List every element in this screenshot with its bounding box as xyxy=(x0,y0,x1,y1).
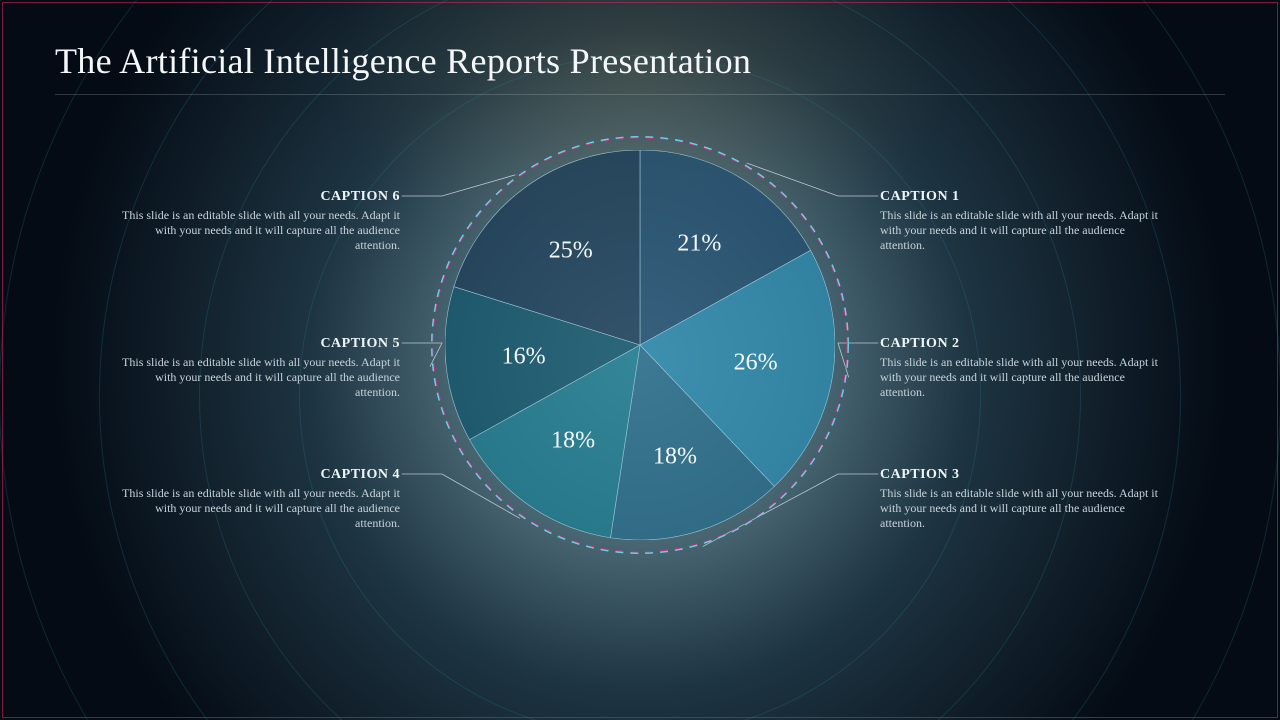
pie-slice-label: 18% xyxy=(653,443,697,470)
caption-title: CAPTION 5 xyxy=(110,335,400,353)
pie-slice-label: 25% xyxy=(549,237,593,264)
caption-body: This slide is an editable slide with all… xyxy=(880,208,1170,253)
caption-body: This slide is an editable slide with all… xyxy=(110,208,400,253)
title-underline xyxy=(55,94,1225,95)
caption-block: CAPTION 3 This slide is an editable slide… xyxy=(880,466,1170,531)
caption-title: CAPTION 6 xyxy=(110,188,400,206)
caption-title: CAPTION 4 xyxy=(110,466,400,484)
caption-body: This slide is an editable slide with all… xyxy=(880,486,1170,531)
caption-block: CAPTION 1 This slide is an editable slide… xyxy=(880,188,1170,253)
caption-body: This slide is an editable slide with all… xyxy=(880,355,1170,400)
caption-title: CAPTION 1 xyxy=(880,188,1170,206)
caption-block: CAPTION 6 This slide is an editable slide… xyxy=(110,188,400,253)
caption-title: CAPTION 2 xyxy=(880,335,1170,353)
caption-body: This slide is an editable slide with all… xyxy=(110,355,400,400)
pie-slice-label: 26% xyxy=(734,349,778,376)
slide-title: The Artificial Intelligence Reports Pres… xyxy=(55,40,1225,82)
pie-chart: 21% 26% 18% 18% 16% 25% xyxy=(445,150,835,540)
pie-slice-label: 21% xyxy=(677,231,721,258)
caption-body: This slide is an editable slide with all… xyxy=(110,486,400,531)
caption-block: CAPTION 5 This slide is an editable slide… xyxy=(110,335,400,400)
caption-title: CAPTION 3 xyxy=(880,466,1170,484)
pie-slice-label: 18% xyxy=(551,428,595,455)
caption-block: CAPTION 2 This slide is an editable slide… xyxy=(880,335,1170,400)
presentation-slide: The Artificial Intelligence Reports Pres… xyxy=(0,0,1280,720)
caption-block: CAPTION 4 This slide is an editable slide… xyxy=(110,466,400,531)
pie-slice-label: 16% xyxy=(502,343,546,370)
